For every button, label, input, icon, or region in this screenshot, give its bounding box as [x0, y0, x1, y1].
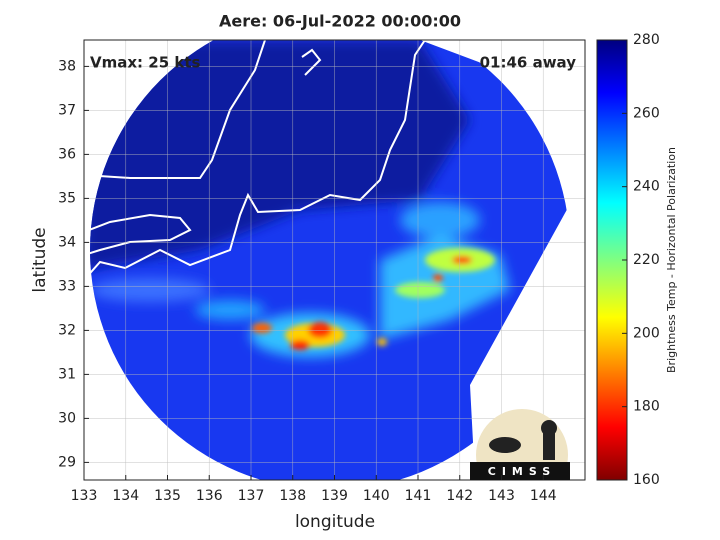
- annotation: Vmax: 25 kts: [90, 54, 200, 72]
- coastline: [84, 40, 426, 281]
- x-tick-label: 138: [279, 488, 306, 504]
- x-tick-label: 137: [238, 488, 265, 504]
- logo: CIMSS: [470, 409, 570, 480]
- swath: [84, 40, 570, 480]
- y-tick-label: 32: [58, 322, 76, 338]
- x-tick-label: 139: [321, 488, 348, 504]
- colorbar-tick-label: 160: [633, 472, 660, 488]
- chart-title: Aere: 06-Jul-2022 00:00:00: [219, 12, 461, 31]
- y-tick-label: 29: [58, 454, 76, 470]
- x-tick-label: 144: [530, 488, 557, 504]
- colorbar-tick-label: 280: [633, 32, 660, 48]
- colorbar-tick-label: 200: [633, 325, 660, 341]
- x-tick-label: 136: [196, 488, 223, 504]
- logo-text: CIMSS: [488, 465, 556, 478]
- colorbar-label: Brightness Temp - Horizontal Polarizatio…: [665, 147, 678, 373]
- y-tick-label: 30: [58, 410, 76, 426]
- x-tick-label: 135: [154, 488, 181, 504]
- x-axis-label: longitude: [295, 512, 375, 532]
- x-tick-label: 134: [112, 488, 139, 504]
- x-tick-label: 142: [446, 488, 473, 504]
- colorbar-tick-label: 240: [633, 179, 660, 195]
- y-tick-label: 36: [58, 146, 76, 162]
- y-tick-label: 38: [58, 58, 76, 74]
- colorbar-tick-label: 180: [633, 399, 660, 415]
- y-tick-label: 33: [58, 278, 76, 294]
- annotation: 01:46 away: [480, 54, 577, 72]
- x-tick-label: 140: [363, 488, 390, 504]
- x-tick-label: 143: [488, 488, 515, 504]
- y-axis-label: latitude: [30, 227, 50, 292]
- colorbar-tick-label: 260: [633, 105, 660, 121]
- y-tick-label: 34: [58, 234, 76, 250]
- x-tick-label: 141: [405, 488, 432, 504]
- y-tick-label: 35: [58, 190, 76, 206]
- y-tick-label: 37: [58, 102, 76, 118]
- x-tick-label: 133: [71, 488, 98, 504]
- colorbar-tick-label: 220: [633, 252, 660, 268]
- y-tick-label: 31: [58, 366, 76, 382]
